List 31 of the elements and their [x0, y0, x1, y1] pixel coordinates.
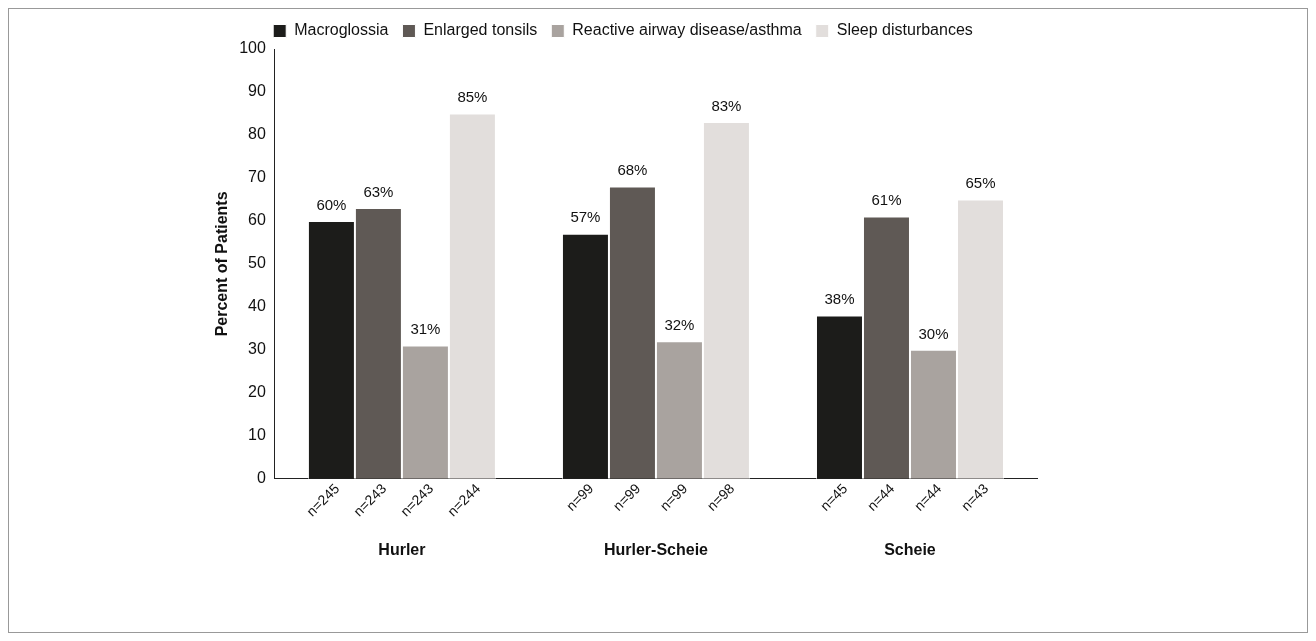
- x-tick-label: Scheie: [884, 540, 936, 558]
- y-tick-label: 60: [248, 211, 266, 229]
- data-label: 85%: [457, 88, 488, 106]
- data-label: 31%: [410, 320, 441, 338]
- data-label: 57%: [570, 208, 601, 226]
- legend-label: Reactive airway disease/asthma: [572, 21, 802, 39]
- data-label: 38%: [824, 290, 855, 308]
- y-tick-label: 50: [248, 254, 266, 272]
- data-label: 61%: [871, 191, 902, 209]
- y-tick-label: 80: [248, 125, 266, 143]
- data-label: 68%: [617, 161, 648, 179]
- x-tick-label: Hurler-Scheie: [603, 540, 709, 558]
- y-tick-label: 10: [248, 426, 266, 444]
- y-tick-label: 90: [248, 82, 266, 100]
- y-tick-label: 20: [248, 383, 266, 401]
- y-tick-label: 40: [248, 297, 266, 315]
- data-label: 30%: [918, 324, 949, 342]
- y-tick-label: 70: [248, 168, 266, 186]
- y-tick-label: 30: [248, 340, 266, 358]
- data-label: 32%: [664, 315, 695, 333]
- data-label: 63%: [363, 182, 394, 200]
- legend-label: Sleep disturbances: [836, 21, 973, 39]
- y-tick-label: 0: [256, 469, 266, 487]
- legend-label: Macroglossia: [294, 21, 389, 39]
- y-tick-label: 100: [239, 39, 266, 57]
- y-axis-title: Percent of Patients: [213, 191, 231, 337]
- data-label: 60%: [316, 195, 347, 213]
- x-tick-label: Hurler: [378, 540, 426, 558]
- data-label: 83%: [711, 96, 742, 114]
- legend-label: Enlarged tonsils: [423, 21, 538, 39]
- data-label: 65%: [965, 174, 996, 192]
